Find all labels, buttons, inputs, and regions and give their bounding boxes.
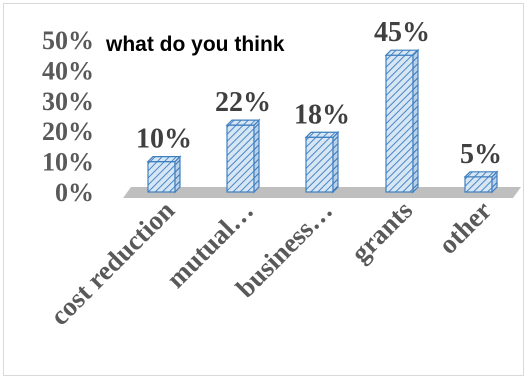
bar-side-face: [174, 155, 181, 194]
data-label: 22%: [215, 87, 271, 118]
bar-front-face: [305, 136, 334, 193]
bar-grants: [384, 48, 420, 194]
category-label: grants: [345, 195, 418, 268]
bar-top-face: [384, 49, 420, 56]
data-label: 10%: [136, 124, 192, 155]
category-label: other: [433, 195, 498, 260]
y-tick-label: 20%: [42, 117, 94, 146]
bar-front-face: [385, 54, 414, 193]
bar-side-face: [332, 130, 339, 194]
data-label: 45%: [374, 17, 430, 48]
y-tick-label: 0%: [55, 178, 94, 207]
data-label: 5%: [460, 139, 502, 170]
bar-top-face: [225, 119, 261, 126]
bar-mutual: [225, 118, 261, 194]
data-label: 18%: [294, 99, 350, 130]
bar-other: [463, 170, 499, 194]
y-tick-label: 40%: [42, 56, 94, 85]
bar-side-face: [253, 118, 260, 194]
bar-top-face: [463, 171, 499, 178]
data-labels: 10% 22% 18% 45% 5%: [136, 17, 502, 170]
category-label: cost reduction: [44, 195, 180, 331]
y-tick-label: 10%: [42, 148, 94, 177]
bar-cost-reduction: [146, 155, 182, 194]
y-axis-ticks: 0%10%20%30%40%50%: [42, 26, 94, 207]
y-tick-label: 30%: [42, 87, 94, 116]
bar-front-face: [147, 161, 176, 193]
bar-front-face: [464, 176, 493, 193]
y-tick-label: 50%: [42, 26, 94, 55]
bars: [146, 48, 499, 194]
bar-top-face: [146, 156, 182, 163]
bar-side-face: [412, 48, 419, 194]
bar-top-face: [304, 131, 340, 138]
bar-front-face: [226, 124, 255, 193]
chart-title: what do you think: [105, 33, 285, 56]
bar-business: [304, 130, 340, 194]
